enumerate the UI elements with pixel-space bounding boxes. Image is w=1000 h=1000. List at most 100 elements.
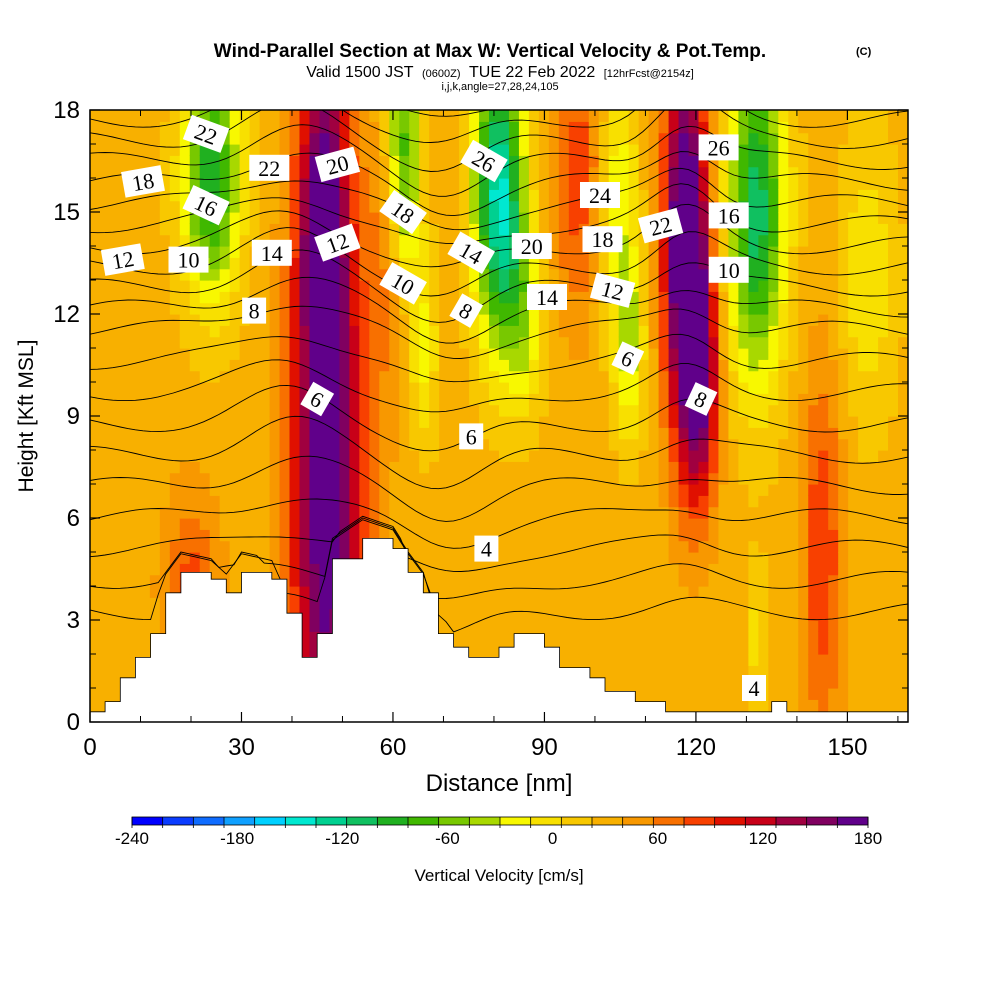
heat-cell <box>249 336 261 349</box>
heat-cell <box>678 393 690 406</box>
heat-cell <box>429 212 440 224</box>
heat-cell <box>329 212 340 224</box>
heat-cell <box>658 586 670 598</box>
heat-cell <box>778 280 789 292</box>
heat-cell <box>568 257 580 270</box>
heat-cell <box>878 268 889 281</box>
heat-cell <box>219 529 231 542</box>
heat-cell <box>568 268 580 281</box>
heat-cell <box>229 246 241 258</box>
heat-cell <box>389 246 400 258</box>
heat-cell <box>638 563 650 576</box>
heat-cell <box>798 529 809 542</box>
heat-cell <box>568 132 580 145</box>
heat-cell <box>239 223 251 236</box>
heat-cell <box>259 336 271 349</box>
heat-cell <box>199 518 211 530</box>
heat-cell <box>279 529 291 542</box>
heat-cell <box>379 438 390 451</box>
heat-cell <box>319 212 331 224</box>
heat-cell <box>858 325 869 338</box>
heat-cell <box>269 268 281 281</box>
colorbar-swatch <box>316 817 348 825</box>
heat-cell <box>878 688 889 700</box>
heat-cell <box>548 631 560 644</box>
heat-cell <box>618 416 630 428</box>
heat-cell <box>888 631 899 644</box>
heat-cell <box>209 438 221 451</box>
heat-cell <box>508 110 520 122</box>
heat-cell <box>828 438 839 451</box>
heat-cell <box>429 223 440 236</box>
heat-cell <box>828 382 839 394</box>
heat-cell <box>808 212 819 224</box>
heat-cell <box>249 552 261 564</box>
heat-cell <box>319 257 331 270</box>
heat-cell <box>90 348 101 360</box>
heat-cell <box>798 642 809 655</box>
heat-cell <box>688 325 700 338</box>
heat-cell <box>259 291 271 304</box>
heat-cell <box>768 586 779 598</box>
heat-cell <box>129 574 141 587</box>
heat-cell <box>668 268 680 281</box>
heat-cell <box>828 144 839 156</box>
heat-cell <box>518 348 530 360</box>
heat-cell <box>688 268 700 281</box>
isentrope-label-box <box>459 423 484 450</box>
heat-cell <box>868 223 879 236</box>
isentrope-label-text: 16 <box>718 203 740 228</box>
heat-cell <box>139 212 151 224</box>
heat-cell <box>369 155 380 168</box>
heat-cell <box>179 325 191 338</box>
heat-cell <box>798 597 809 610</box>
heat-cell <box>868 370 879 383</box>
heat-cell <box>269 325 281 338</box>
heat-cell <box>758 699 769 712</box>
heat-cell <box>678 359 690 372</box>
heat-cell <box>708 608 720 621</box>
heat-cell <box>439 155 450 168</box>
heat-cell <box>159 132 171 145</box>
heat-cell <box>129 484 141 496</box>
heat-cell <box>249 268 261 281</box>
heat-cell <box>259 382 271 394</box>
heat-cell <box>349 110 360 122</box>
heat-cell <box>299 495 311 508</box>
heat-cell <box>129 393 141 406</box>
heat-cell <box>239 336 251 349</box>
heat-cell <box>199 472 211 485</box>
heat-cell <box>608 121 620 134</box>
heat-cell <box>399 314 410 326</box>
heat-cell <box>139 302 151 315</box>
heat-cell <box>229 552 241 564</box>
heat-cell <box>99 416 111 428</box>
heat-cell <box>279 506 291 519</box>
heat-cell <box>469 495 480 508</box>
heat-cell <box>299 144 311 156</box>
heat-cell <box>289 280 301 292</box>
heat-cell <box>469 461 480 474</box>
heat-cell <box>99 314 111 326</box>
heat-cell <box>798 132 809 145</box>
heat-cell <box>628 404 640 417</box>
heat-cell <box>119 234 131 247</box>
heat-cell <box>568 586 580 598</box>
isentrope-label-box <box>300 381 335 417</box>
heat-cell <box>159 144 171 156</box>
heat-cell <box>449 608 460 621</box>
heat-cell <box>648 166 660 179</box>
heat-cell <box>768 552 779 564</box>
heat-cell <box>389 450 400 462</box>
heat-cell <box>99 620 111 632</box>
heat-cell <box>389 529 400 542</box>
heat-cell <box>499 540 510 553</box>
heat-cell <box>848 438 859 451</box>
heat-cell <box>588 518 600 530</box>
heat-cell <box>309 518 321 530</box>
heat-cell <box>868 597 879 610</box>
heat-cell <box>658 676 670 689</box>
heat-cell <box>788 642 799 655</box>
heat-cell <box>90 438 101 451</box>
heat-cell <box>249 450 261 462</box>
